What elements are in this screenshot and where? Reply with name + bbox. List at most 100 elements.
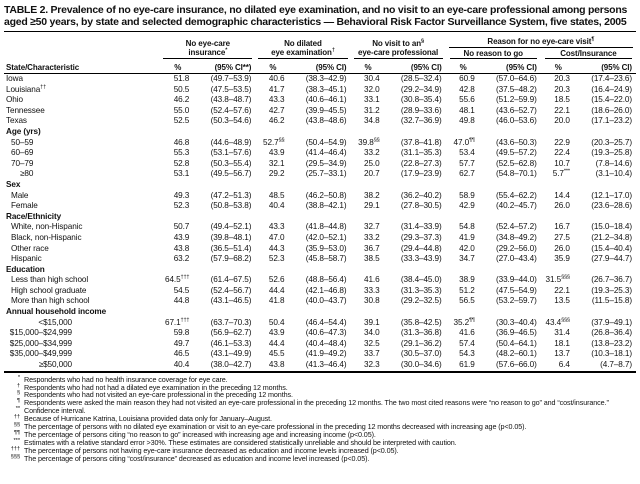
pct-cell: 51.8 — [173, 74, 190, 83]
footnote-marker: ¶ — [16, 398, 20, 405]
footnote-text: Respondents who had not visited an eye-c… — [24, 390, 293, 400]
footnote-text: Respondents were asked the main reason t… — [24, 398, 609, 408]
ci-cell: (27.0–43.4) — [495, 254, 537, 264]
ci-cell: (26.7–36.7) — [591, 275, 632, 285]
row-label: High school graduate — [11, 285, 87, 295]
pct-cell: 42.7 — [268, 105, 285, 115]
pct-cell: 41.6 — [459, 328, 475, 338]
row-label: Education — [6, 264, 45, 274]
pct-cell: 54.3 — [459, 349, 475, 359]
pct-col-header: % — [445, 59, 475, 74]
table-row: High school graduate 54.5 (52.4–56.7) 44.4 (… — [4, 286, 636, 297]
ci-cell: (36.2–40.2) — [400, 190, 442, 200]
row-label: 70–79 — [11, 158, 34, 168]
ci-cell: (44.6–48.9) — [210, 137, 252, 147]
footnotes: * Respondents who had no health insurance… — [4, 374, 636, 463]
ci-cell: (43.6–52.7) — [495, 105, 537, 115]
ci-cell: (46.0–53.6) — [495, 116, 537, 126]
pct-cell: 33.2 — [363, 232, 380, 242]
pct-cell: 43.9 — [173, 232, 190, 242]
prevalence-table: No eye-care insurance* No dilated eye ex… — [4, 34, 636, 373]
footnote: §§§ The percentage of persons citing “cos… — [4, 454, 636, 463]
pct-cell: 34.7 — [459, 254, 475, 264]
pct-cell: 42.9 — [459, 201, 475, 211]
row-label: Less than high school — [11, 275, 89, 285]
table-row: Female 52.3 (50.8–53.8) 40.4 (38.8–42.1) 29.1… — [4, 201, 636, 212]
ci-cell: (50.3–54.6) — [210, 116, 252, 126]
pct-cell: 49.7 — [173, 338, 190, 348]
ci-cell: (57.9–68.2) — [210, 254, 252, 264]
ci-cell: (30.0–34.6) — [400, 360, 442, 370]
ci-col-header: (95% CI) — [569, 59, 636, 74]
ci-cell: (22.8–27.3) — [400, 158, 442, 168]
pct-cell: 51.2 — [459, 285, 475, 295]
pct-cell: 32.1 — [268, 158, 285, 168]
table-row: Iowa 51.8 (49.7–53.9) 40.6 (38.3–42.9) 30.4 (2… — [4, 74, 636, 85]
pct-cell: 30.4 — [363, 74, 380, 83]
ci-cell: (49.5–57.2) — [495, 148, 537, 158]
pct-cell: 41.9 — [459, 232, 475, 242]
table-row: 60–69 55.3 (53.1–57.6) 43.9 (41.4–46.4) 33.2 (… — [4, 148, 636, 159]
ci-cell: (7.8–14.6) — [595, 158, 632, 168]
row-label: ≥$50,000 — [38, 360, 72, 370]
pct-cell: 27.5 — [554, 232, 570, 242]
pct-cell: 47.0¶¶ — [453, 136, 475, 147]
pct-cell: 42.8 — [459, 84, 475, 94]
pct-cell: 40.4 — [173, 360, 190, 370]
ci-cell: (51.2–59.9) — [495, 95, 537, 105]
ci-cell: (43.1–49.9) — [210, 349, 252, 359]
row-label: More than high school — [11, 296, 90, 306]
ci-cell: (15.4–40.4) — [591, 243, 632, 253]
pct-cell: 52.3 — [173, 201, 190, 211]
group-title-line1: No eye-care — [185, 39, 230, 48]
ci-cell: (4.7–8.7) — [600, 360, 632, 370]
row-label: ≥80 — [20, 169, 34, 179]
pct-cell: 53.1 — [173, 169, 190, 179]
pct-cell: 32.0 — [363, 84, 380, 94]
footnote-marker: *** — [13, 437, 21, 444]
ci-cell: (46.1–53.3) — [210, 338, 252, 348]
pct-cell: 41.7 — [268, 84, 285, 94]
pct-cell: 43.8 — [173, 243, 190, 253]
ci-cell: (41.4–46.4) — [305, 148, 347, 158]
pct-cell: 35.2¶¶ — [453, 316, 475, 327]
pct-cell: 55.6 — [459, 95, 475, 105]
pct-cell: 32.7 — [363, 222, 380, 232]
ci-cell: (30.8–35.4) — [400, 95, 442, 105]
ci-cell: (39.9–45.5) — [305, 105, 347, 115]
pct-cell: 38.9 — [459, 275, 475, 285]
pct-cell: 35.9 — [554, 254, 570, 264]
ci-cell: (27.9–44.7) — [591, 254, 632, 264]
pct-cell: 6.4 — [558, 360, 570, 370]
pct-cell: 54.5 — [173, 285, 190, 295]
pct-cell: 62.7 — [459, 169, 475, 179]
row-label: $15,000–$24,999 — [9, 328, 72, 338]
ci-cell: (39.8–48.1) — [210, 232, 252, 242]
ci-cell: (36.5–51.4) — [210, 243, 252, 253]
ci-cell: (47.5–53.5) — [210, 84, 252, 94]
pct-cell: 34.0 — [363, 328, 380, 338]
pct-cell: 64.5††† — [164, 274, 190, 285]
pct-cell: 48.1 — [459, 105, 475, 115]
pct-cell: 33.3 — [363, 285, 380, 295]
footnote: † Respondents who had not had a dilated e… — [4, 383, 636, 392]
group-title-line2: insurance — [188, 48, 226, 57]
ci-cell: (29.2–56.0) — [495, 243, 537, 253]
pct-cell: 52.8 — [173, 158, 190, 168]
ci-cell: (57.0–64.6) — [495, 74, 537, 83]
group-header-row: No eye-care insurance* No dilated eye ex… — [4, 34, 636, 59]
footnote-text: Confidence interval. — [24, 406, 86, 416]
section-header-row: Age (yrs) — [4, 127, 636, 138]
ci-col-header: (95% CI) — [284, 59, 351, 74]
group-title-line1: No dilated — [284, 39, 322, 48]
ci-cell: (21.2–34.8) — [591, 232, 632, 242]
ci-cell: (40.2–45.7) — [495, 201, 537, 211]
pct-cell: 20.3 — [554, 84, 570, 94]
ci-cell: (49.5–56.7) — [210, 169, 252, 179]
ci-cell: (35.9–53.0) — [305, 243, 347, 253]
ci-cell: (38.3–45.1) — [305, 84, 347, 94]
pct-cell: 43.9 — [268, 148, 285, 158]
footnote-text: Respondents who had no health insurance … — [24, 374, 228, 384]
pct-col-header: % — [255, 59, 285, 74]
footnote-text: Estimates with a relative standard error… — [24, 437, 457, 447]
